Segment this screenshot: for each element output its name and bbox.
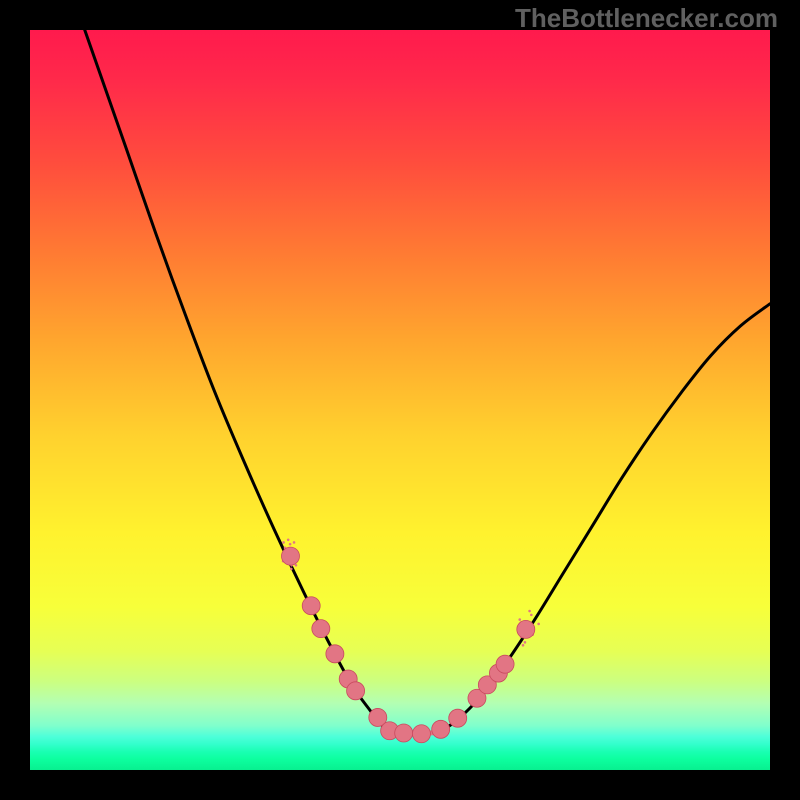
data-marker [412,725,430,743]
curve-left [85,30,385,729]
fuzzy-dot [524,641,527,644]
data-marker [281,547,299,565]
data-marker [449,709,467,727]
fuzzy-dot [282,541,285,544]
data-marker [326,645,344,663]
plot-area [30,30,770,770]
fuzzy-dot [289,543,292,546]
fuzzy-dot [518,618,521,621]
watermark-text: TheBottlenecker.com [515,3,778,34]
fuzzy-dot [287,538,290,541]
fuzzy-dot [522,644,525,647]
data-marker [312,620,330,638]
fuzzy-dot [290,568,293,571]
data-marker [517,620,535,638]
fuzzy-dot [293,541,296,544]
chart-overlay-svg [30,30,770,770]
fuzzy-dot [537,623,540,626]
fuzzy-dot [528,610,531,613]
fuzzy-dot [530,614,533,617]
data-marker [347,682,365,700]
data-marker [395,724,413,742]
data-marker [432,720,450,738]
chart-container: TheBottlenecker.com [0,0,800,800]
data-marker [496,655,514,673]
data-marker [302,597,320,615]
